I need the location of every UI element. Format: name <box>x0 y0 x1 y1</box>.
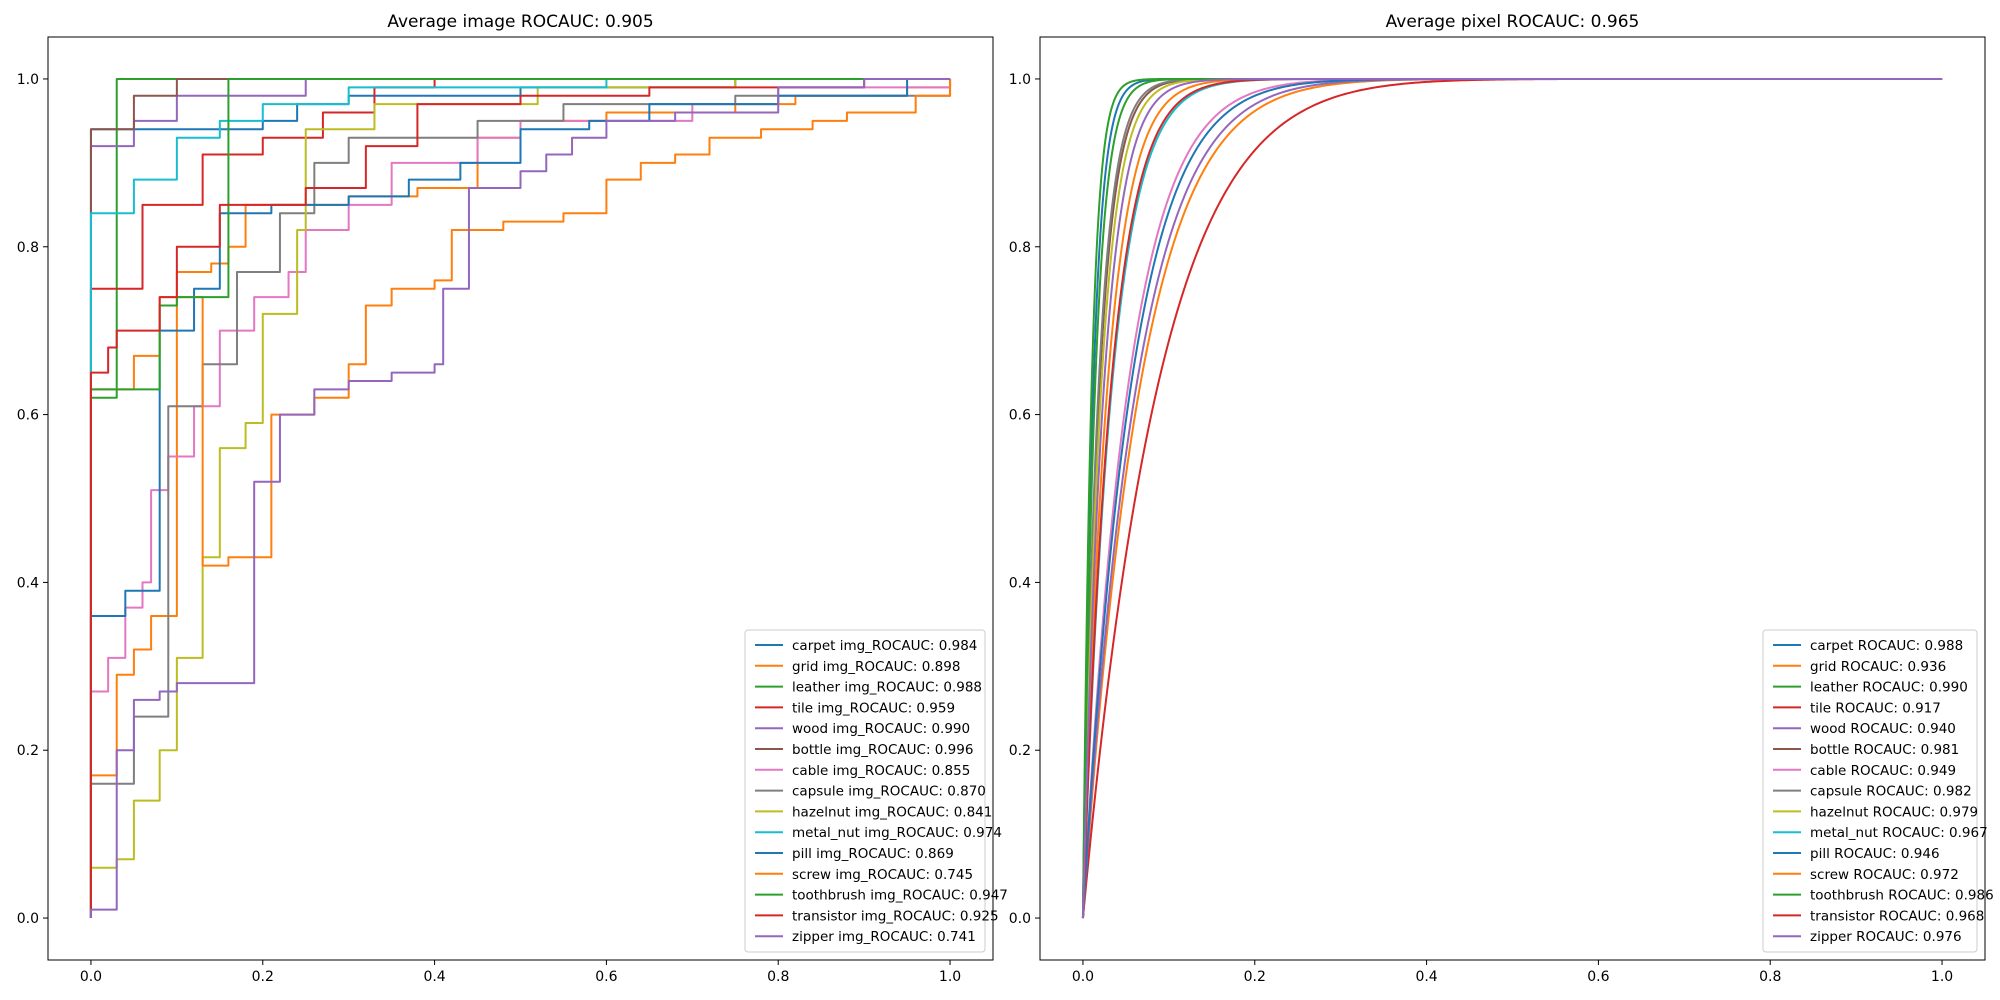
x-tick-label: 0.4 <box>423 969 445 985</box>
legend-label: grid img_ROCAUC: 0.898 <box>792 659 960 675</box>
legend-label: capsule ROCAUC: 0.982 <box>1810 784 1972 800</box>
series-line <box>89 77 951 919</box>
y-tick-label: 0.6 <box>1009 408 1031 424</box>
y-tick-label: 0.2 <box>1009 743 1031 759</box>
y-tick-label: 0.6 <box>17 408 39 424</box>
y-tick-label: 0.4 <box>17 575 39 591</box>
series-line <box>89 77 951 919</box>
curves-group <box>1081 77 1943 920</box>
y-tick-label: 1.0 <box>1009 72 1031 88</box>
series-line <box>89 77 951 919</box>
legend-label: toothbrush ROCAUC: 0.986 <box>1810 888 1994 904</box>
legend-label: screw ROCAUC: 0.972 <box>1810 867 1959 883</box>
legend-box <box>1762 629 1978 953</box>
legend-label: cable img_ROCAUC: 0.855 <box>792 763 970 779</box>
y-tick-label: 0.8 <box>17 240 39 256</box>
plot-frame <box>47 36 994 961</box>
legend-label: leather img_ROCAUC: 0.988 <box>792 680 982 696</box>
legend-label: bottle img_ROCAUC: 0.996 <box>792 742 973 758</box>
legend-label: carpet ROCAUC: 0.988 <box>1810 638 1963 654</box>
legend-label: zipper img_ROCAUC: 0.741 <box>792 929 976 945</box>
x-tick-label: 1.0 <box>939 969 961 985</box>
y-tick-label: 0.0 <box>17 911 39 927</box>
series-line <box>89 77 951 919</box>
legend-label: wood img_ROCAUC: 0.990 <box>792 721 970 737</box>
plot-frame <box>1039 36 1986 961</box>
series-line <box>89 77 951 919</box>
legend-box <box>744 629 986 953</box>
legend-label: hazelnut img_ROCAUC: 0.841 <box>792 804 992 820</box>
y-tick-label: 0.2 <box>17 743 39 759</box>
x-tick-label: 0.2 <box>252 969 274 985</box>
legend-label: carpet img_ROCAUC: 0.984 <box>792 638 977 654</box>
chart-title: Average image ROCAUC: 0.905 <box>387 12 653 32</box>
legend-label: tile ROCAUC: 0.917 <box>1810 700 1941 716</box>
x-tick-label: 0.6 <box>1587 969 1609 985</box>
legend-label: screw img_ROCAUC: 0.745 <box>792 867 973 883</box>
series-line <box>89 77 951 919</box>
series-line <box>89 77 951 919</box>
x-tick-label: 0.8 <box>1759 969 1781 985</box>
legend-label: grid ROCAUC: 0.936 <box>1810 659 1946 675</box>
legend-label: metal_nut img_ROCAUC: 0.974 <box>792 825 1002 841</box>
y-tick-label: 0.0 <box>1009 911 1031 927</box>
series-line <box>89 78 952 919</box>
legend-label: metal_nut ROCAUC: 0.967 <box>1810 825 1988 841</box>
y-tick-label: 1.0 <box>17 72 39 88</box>
x-tick-label: 0.2 <box>1244 969 1266 985</box>
legend-label: tile img_ROCAUC: 0.959 <box>792 700 955 716</box>
legend-label: cable ROCAUC: 0.949 <box>1810 763 1956 779</box>
legend-label: hazelnut ROCAUC: 0.979 <box>1810 804 1978 820</box>
x-tick-label: 0.0 <box>80 969 102 985</box>
y-tick-label: 0.4 <box>1009 575 1031 591</box>
legend-label: transistor ROCAUC: 0.968 <box>1810 908 1984 924</box>
image-rocauc-chart: Average image ROCAUC: 0.905 0.0 0.2 0.4 0.6 0… <box>17 12 1008 985</box>
legend: carpet ROCAUC: 0.988 grid ROCAUC: 0.936 le… <box>1762 629 1994 953</box>
chart-title: Average pixel ROCAUC: 0.965 <box>1386 12 1640 32</box>
x-tick-label: 1.0 <box>1931 969 1953 985</box>
legend-label: zipper ROCAUC: 0.976 <box>1810 929 1962 945</box>
legend-label: pill ROCAUC: 0.946 <box>1810 846 1940 862</box>
y-tick-label: 0.8 <box>1009 240 1031 256</box>
legend-label: toothbrush img_ROCAUC: 0.947 <box>792 888 1008 904</box>
x-tick-label: 0.0 <box>1072 969 1094 985</box>
legend-label: transistor img_ROCAUC: 0.925 <box>792 908 999 924</box>
x-tick-label: 0.8 <box>767 969 789 985</box>
legend-label: leather ROCAUC: 0.990 <box>1810 680 1968 696</box>
pixel-rocauc-chart: Average pixel ROCAUC: 0.965 0.0 0.2 0.4 0.6 0… <box>1009 12 1994 985</box>
legend-label: capsule img_ROCAUC: 0.870 <box>792 784 986 800</box>
series-line <box>1081 77 1943 919</box>
series-line <box>89 78 952 919</box>
x-tick-label: 0.6 <box>595 969 617 985</box>
legend: carpet img_ROCAUC: 0.984 grid img_ROCAUC:… <box>744 629 1008 953</box>
legend-label: bottle ROCAUC: 0.981 <box>1810 742 1959 758</box>
legend-label: pill img_ROCAUC: 0.869 <box>792 846 954 862</box>
curves-group <box>89 77 952 919</box>
legend-label: wood ROCAUC: 0.940 <box>1810 721 1956 737</box>
x-tick-label: 0.4 <box>1415 969 1437 985</box>
